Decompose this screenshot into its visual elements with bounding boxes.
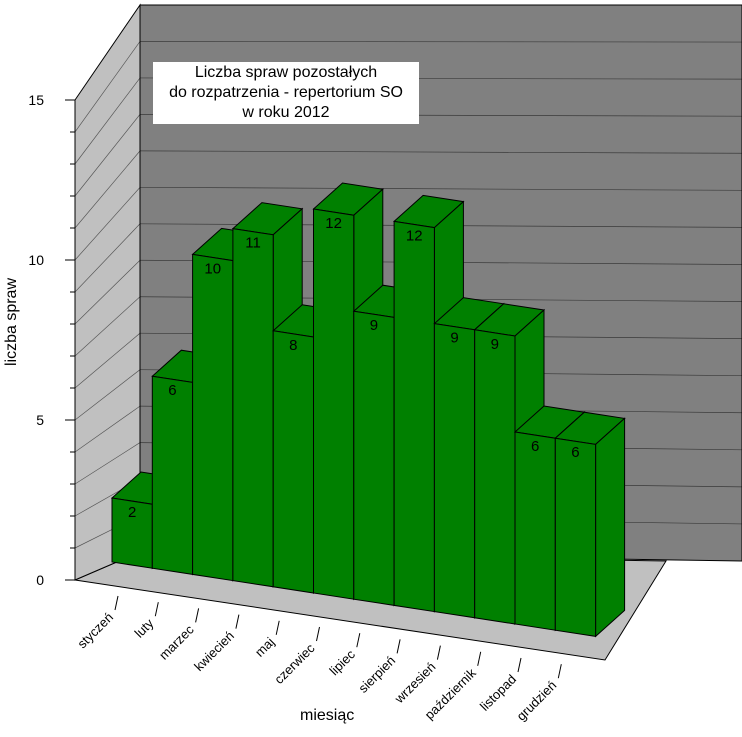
x-tick <box>235 614 240 629</box>
gridline-side <box>74 150 141 229</box>
bar-value-label: 6 <box>168 382 176 399</box>
gridline-side <box>74 296 141 357</box>
x-tick-label: listopad <box>477 672 519 714</box>
gridline-side <box>74 223 141 293</box>
bar-front <box>353 310 395 606</box>
bar-front <box>151 375 194 575</box>
bar-front <box>393 220 435 613</box>
bar-front <box>192 253 234 582</box>
x-tick <box>195 608 200 623</box>
bar-value-label: 12 <box>406 227 423 244</box>
chart-bars: 2 6 10 11 8 12 9 12 9 9 6 6 <box>110 182 626 638</box>
x-tick <box>396 639 401 654</box>
x-tick-label: grudzień <box>514 678 560 724</box>
y-tick-label: 15 <box>28 92 44 108</box>
gridline-side <box>74 77 141 165</box>
bar-value-label: 8 <box>289 337 297 354</box>
gridline-side <box>74 332 141 389</box>
x-tick <box>114 595 119 611</box>
gridline-side <box>74 41 141 133</box>
x-tick <box>154 602 159 617</box>
chart-title-line-1: Liczba spraw pozostałych <box>194 64 378 81</box>
bar-value-label: 9 <box>491 336 499 353</box>
x-tick-label: styczeń <box>74 610 116 652</box>
bar-front <box>313 208 355 600</box>
gridline-side <box>74 442 141 485</box>
gridline-back <box>139 150 742 154</box>
chart-title-line-2: do rozpatrzenia - repertorium SO <box>169 84 403 101</box>
x-tick <box>316 626 320 642</box>
x-tick-label: lipiec <box>326 646 358 678</box>
bar-front <box>232 228 274 588</box>
gridline-back <box>139 186 742 191</box>
x-tick <box>517 657 522 673</box>
bar-front <box>272 330 314 594</box>
gridline-side <box>74 405 141 453</box>
bar-front <box>474 329 516 625</box>
gridline-side <box>74 187 141 261</box>
x-tick-label: sierpień <box>355 653 398 696</box>
x-tick <box>557 664 562 679</box>
x-tick-label: czerwiec <box>271 640 318 687</box>
bar-side <box>595 417 626 638</box>
x-tick-label: wrzesień <box>391 659 439 707</box>
x-tick <box>275 620 280 635</box>
y-tick-label: 10 <box>28 252 44 268</box>
x-tick-label: luty <box>132 615 157 640</box>
chart-title: Liczba spraw pozostałych do rozpatrzenia… <box>153 62 419 124</box>
bar-value-label: 10 <box>204 260 221 277</box>
x-tick <box>356 633 361 648</box>
x-tick <box>436 645 441 660</box>
bar-front <box>433 323 476 619</box>
gridline-side <box>74 114 141 197</box>
bar-value-label: 11 <box>245 235 261 252</box>
bar-value-label: 6 <box>571 444 579 461</box>
gridline-side <box>74 369 141 421</box>
y-tick-label: 5 <box>36 412 44 428</box>
bar-value-label: 2 <box>128 504 136 521</box>
x-axis-label: miesiąc <box>300 707 355 724</box>
y-axis: 0 5 10 15 <box>28 92 76 588</box>
bar-value-label: 12 <box>325 215 342 232</box>
bar-value-label: 6 <box>531 438 539 455</box>
x-tick-label: marzec <box>156 622 197 663</box>
bar-11: 6 <box>554 411 626 638</box>
bar-value-label: 9 <box>370 317 378 334</box>
chart-title-line-3: w roku 2012 <box>242 104 330 121</box>
x-tick-label: kwiecień <box>191 628 237 674</box>
y-axis-label: liczba spraw <box>3 277 20 367</box>
bar-value-label: 9 <box>450 330 458 347</box>
x-tick <box>477 651 482 666</box>
y-tick-label: 0 <box>36 572 44 588</box>
x-tick-label: maj <box>252 634 277 659</box>
bar-front <box>514 431 556 631</box>
bar-front <box>554 437 597 637</box>
gridline-side <box>74 260 141 325</box>
gridline-back <box>139 41 742 43</box>
